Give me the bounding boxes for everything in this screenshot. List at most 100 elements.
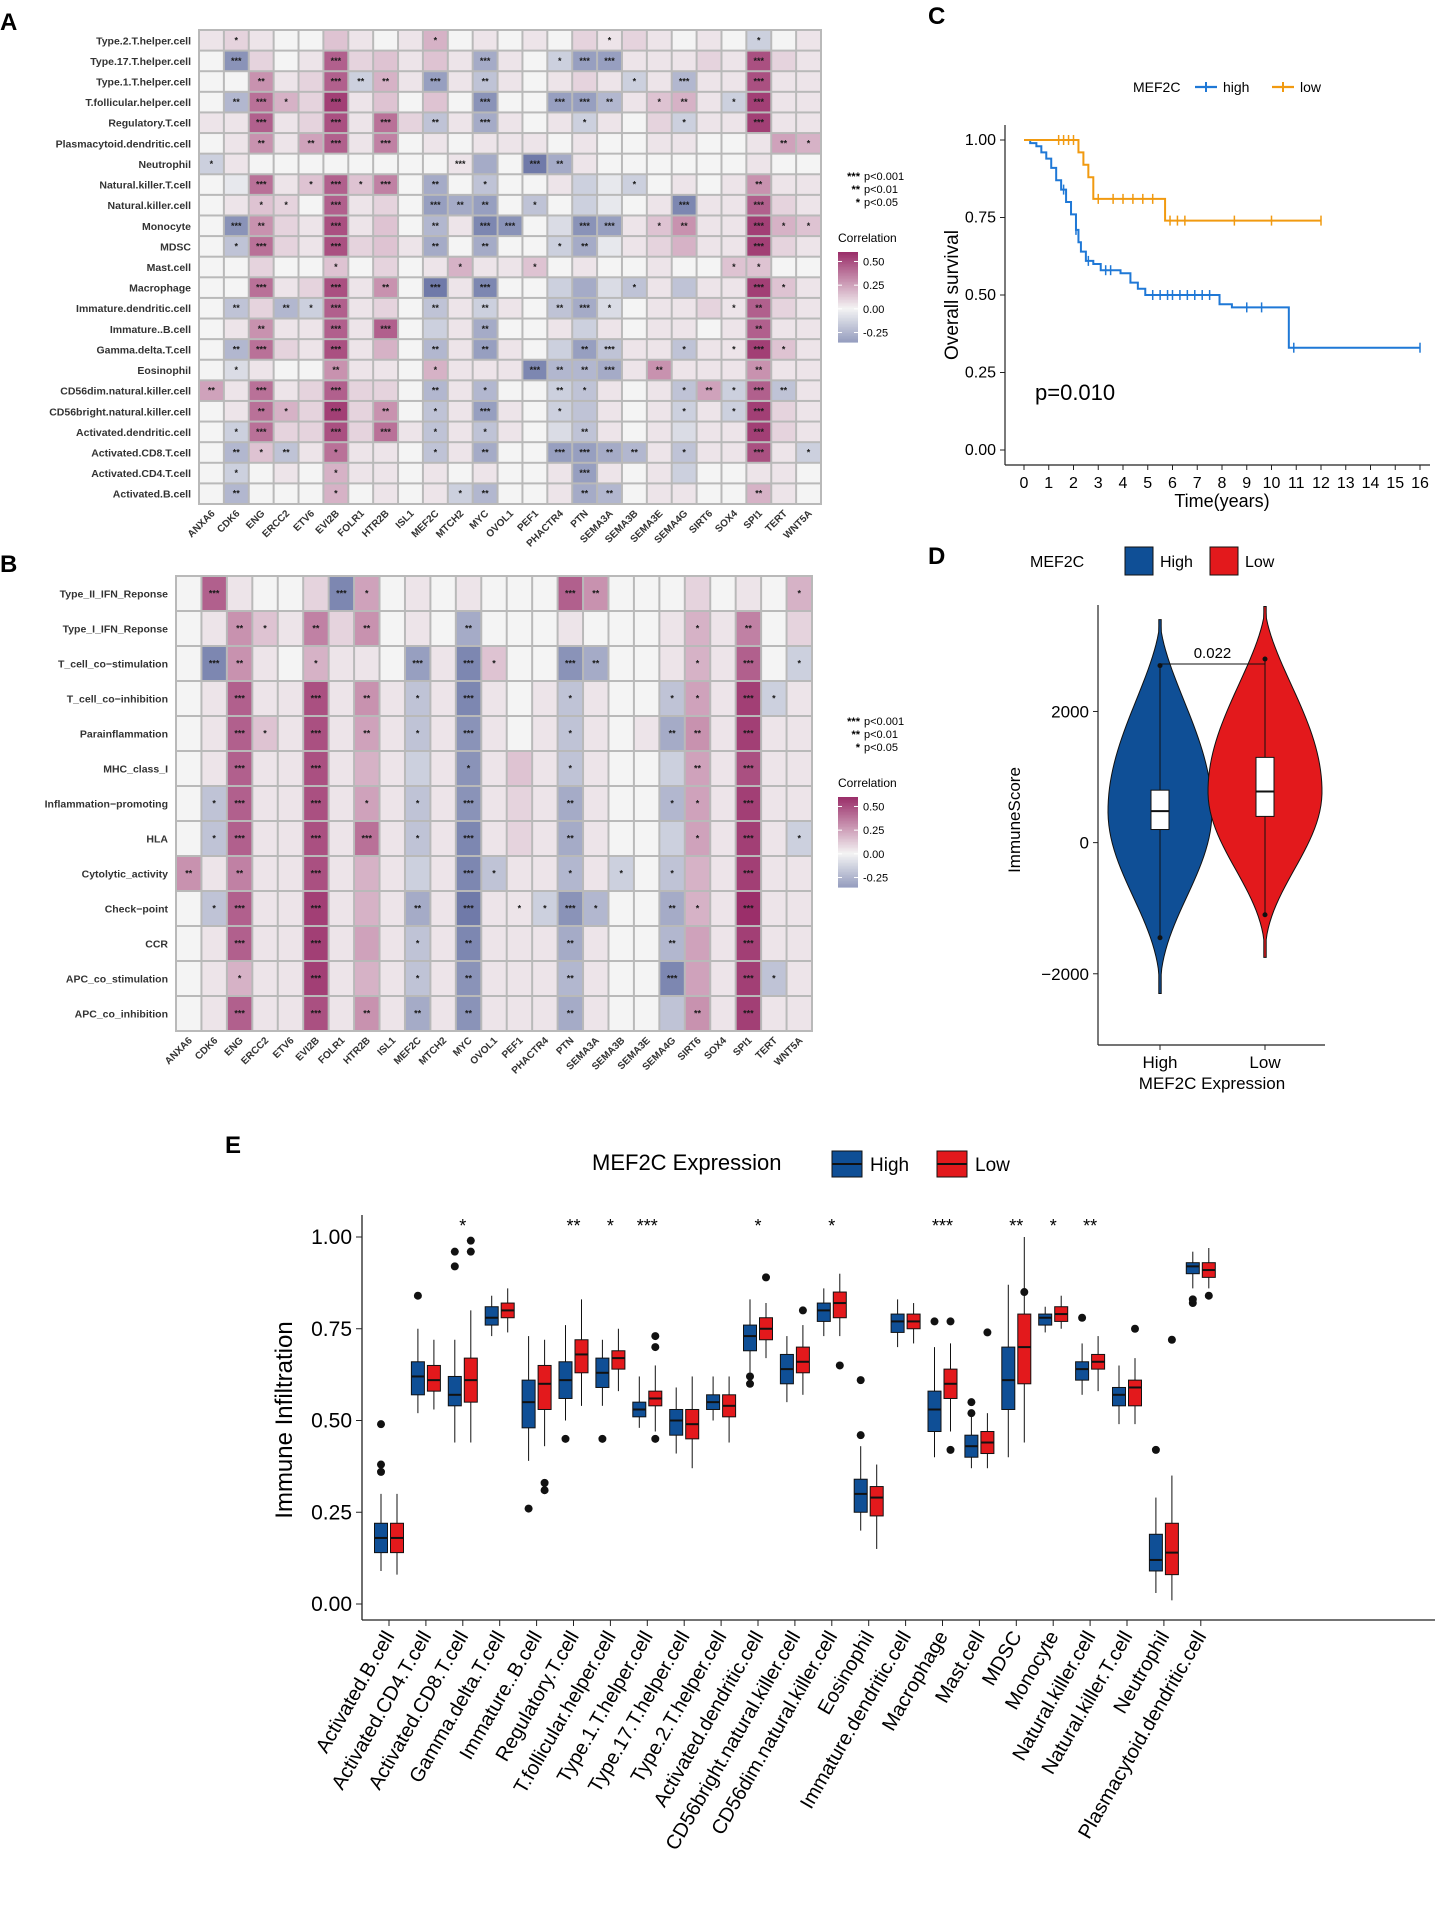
heatmap-row-label: Gamma.delta.T.cell — [96, 344, 191, 356]
x-tick-label: 10 — [1263, 475, 1281, 492]
legend-gradient-step — [838, 264, 858, 267]
heatmap-cell — [482, 717, 506, 750]
heatmap-cell — [711, 962, 735, 995]
heatmap-cell — [797, 175, 820, 194]
heatmap-cell — [324, 257, 348, 277]
heatmap-cell — [647, 195, 671, 215]
heatmap-b: *** *** * *** ** *Type_II_IFN_Reponse** * ** ** *… — [45, 575, 813, 1077]
heatmap-cell — [609, 647, 633, 680]
heatmap-cell — [448, 72, 472, 91]
km-legend-label: high — [1223, 79, 1249, 95]
signif-mark: * — [696, 799, 700, 809]
heatmap-cell — [431, 682, 455, 715]
signif-mark: *** — [579, 97, 590, 107]
signif-mark: *** — [579, 447, 590, 457]
heatmap-cell — [548, 154, 572, 174]
heatmap-row-label: Check−point — [105, 904, 169, 916]
heatmap-cell — [249, 463, 273, 483]
heatmap-cell — [249, 92, 273, 112]
heatmap-cell — [548, 237, 572, 256]
heatmap-col-label: ERCC2 — [260, 508, 292, 540]
legend-gradient-step — [838, 330, 858, 333]
signif-mark: ** — [567, 1009, 575, 1019]
x-tick-label: 15 — [1386, 475, 1404, 492]
signif-mark: * — [798, 659, 802, 669]
heatmap-row-label: T.follicular.helper.cell — [85, 97, 191, 109]
heatmap-cell — [747, 278, 771, 297]
heatmap-cell — [772, 175, 796, 194]
heatmap-cell — [747, 51, 771, 71]
signif-mark: * — [483, 427, 487, 437]
heatmap-cell — [672, 278, 696, 297]
heatmap-cell — [711, 997, 735, 1030]
signif-mark: * — [492, 869, 496, 879]
violin-box — [1150, 789, 1170, 831]
signif-mark: * — [235, 427, 239, 437]
heatmap-cell — [304, 752, 328, 785]
violin-legend-title: MEF2C — [1030, 554, 1084, 571]
signif-mark: * — [807, 447, 811, 457]
heatmap-col-label: PTN — [569, 508, 591, 530]
heatmap-col-label: ERCC2 — [239, 1035, 271, 1067]
heatmap-cell — [573, 422, 597, 442]
signif-mark: ** — [681, 221, 689, 231]
heatmap-cell — [423, 113, 447, 133]
signif-mark: * — [696, 834, 700, 844]
heatmap-cell — [324, 360, 348, 380]
signif-mark: ** — [432, 221, 440, 231]
legend-gradient-step — [838, 339, 858, 342]
heatmap-cell — [584, 997, 608, 1030]
heatmap-cell — [647, 340, 671, 359]
heatmap-cell — [200, 463, 223, 483]
heatmap-cell — [548, 175, 572, 194]
heatmap-row-label: Activated.B.cell — [113, 489, 191, 501]
heatmap-cell — [224, 298, 248, 318]
heatmap-cell — [299, 31, 323, 50]
signif-mark: * — [658, 221, 662, 231]
heatmap-cell — [423, 360, 447, 380]
heatmap-cell — [697, 443, 721, 462]
heatmap-cell — [253, 577, 277, 610]
signif-mark: *** — [331, 180, 342, 190]
heatmap-cell — [423, 257, 447, 277]
heatmap-cell — [405, 647, 430, 680]
signif-mark: * — [608, 303, 612, 313]
heatmap-cell — [431, 787, 455, 820]
box-outlier — [1188, 1295, 1197, 1304]
signif-mark: *** — [505, 221, 516, 231]
heatmap-cell — [523, 401, 547, 421]
heatmap-cell — [685, 892, 710, 925]
signif-mark: *** — [331, 324, 342, 334]
heatmap-cell — [523, 134, 547, 153]
signif-mark: *** — [754, 241, 765, 251]
signif-mark: * — [558, 56, 562, 66]
heatmap-cell — [423, 422, 447, 442]
y-tick-label: 0.00 — [311, 1593, 352, 1616]
heatmap-cell — [498, 72, 522, 91]
heatmap-cell — [634, 857, 659, 890]
heatmap-cell — [722, 278, 746, 297]
heatmap-col-label: MTCH2 — [434, 508, 466, 540]
heatmap-cell — [697, 51, 721, 71]
heatmap-cell — [660, 717, 684, 750]
heatmap-cell — [747, 113, 771, 133]
heatmap-cell — [573, 381, 597, 400]
heatmap-cell — [349, 401, 373, 421]
heatmap-row-label: Natural.killer.T.cell — [99, 180, 191, 192]
heatmap-cell — [558, 857, 583, 890]
heatmap-cell — [722, 319, 746, 339]
heatmap-cell — [253, 997, 277, 1030]
legend-gradient-step — [838, 297, 858, 300]
heatmap-cell — [299, 237, 323, 256]
signif-mark: *** — [331, 138, 342, 148]
box-body — [1001, 1346, 1016, 1410]
heatmap-cell — [772, 422, 796, 442]
heatmap-cell — [762, 857, 786, 890]
heatmap-cell — [249, 257, 273, 277]
box-body — [1075, 1361, 1090, 1381]
heatmap-cell — [598, 401, 621, 421]
heatmap-cell — [533, 857, 557, 890]
heatmap-cell — [473, 154, 497, 174]
legend-gradient-step — [838, 806, 858, 809]
heatmap-row-label: Parainflammation — [80, 729, 168, 741]
